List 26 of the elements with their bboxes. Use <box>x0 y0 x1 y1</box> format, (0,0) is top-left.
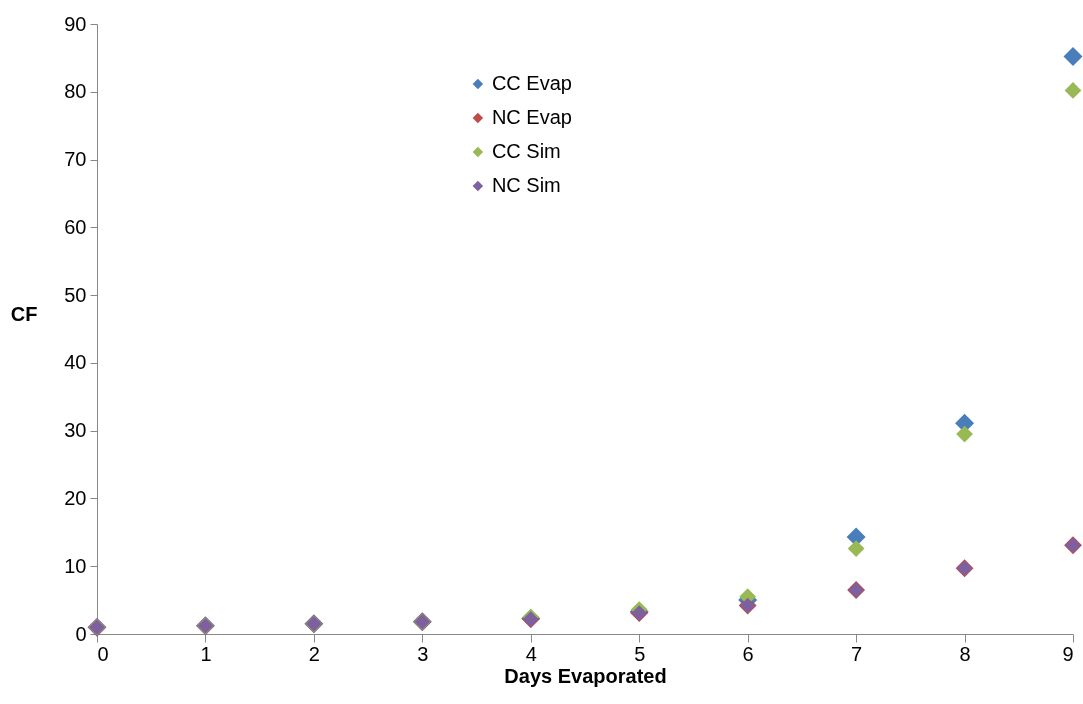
y-tick-label: 30 <box>64 419 87 442</box>
y-axis-title: CF <box>10 302 38 325</box>
y-tick-label: 70 <box>64 148 87 171</box>
x-tick-label: 3 <box>417 642 429 665</box>
y-tick-label: 50 <box>64 283 87 306</box>
x-tick-label: 8 <box>959 642 971 665</box>
legend-label: NC Evap <box>491 106 572 128</box>
x-tick-label: 5 <box>634 642 646 665</box>
y-tick-label: 80 <box>64 80 87 103</box>
y-tick-label: 90 <box>64 12 87 35</box>
x-tick-label: 2 <box>308 642 320 665</box>
y-tick-label: 40 <box>64 351 87 374</box>
x-axis-title: Days Evaporated <box>504 664 667 687</box>
x-tick-label: 0 <box>97 642 109 665</box>
y-tick-label: 0 <box>75 622 87 645</box>
y-tick-label: 20 <box>64 486 87 509</box>
legend-label: CC Evap <box>491 72 572 94</box>
legend-label: NC Sim <box>491 174 561 196</box>
x-tick-label: 1 <box>200 642 212 665</box>
x-tick-label: 9 <box>1062 642 1074 665</box>
x-tick-label: 6 <box>742 642 754 665</box>
y-tick-label: 60 <box>64 215 87 238</box>
y-tick-label: 10 <box>64 554 87 577</box>
legend-label: CC Sim <box>491 140 561 162</box>
x-tick-label: 7 <box>851 642 863 665</box>
x-tick-label: 4 <box>525 642 537 665</box>
